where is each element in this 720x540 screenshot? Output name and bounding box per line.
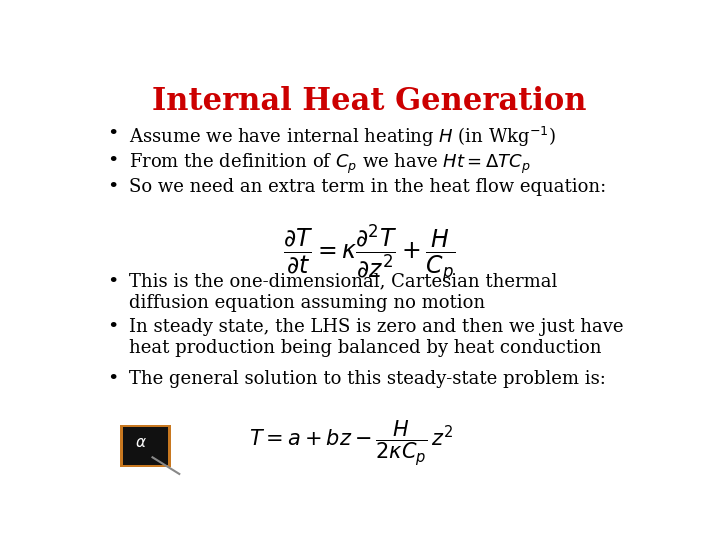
Text: Assume we have internal heating $\mathit{H}$ (in Wkg$^{-1}$): Assume we have internal heating $\mathit… (129, 125, 556, 149)
Text: •: • (107, 273, 118, 291)
Text: $\alpha$: $\alpha$ (135, 436, 146, 450)
Text: •: • (107, 125, 118, 143)
Text: •: • (107, 319, 118, 336)
Text: This is the one-dimensional, Cartesian thermal
diffusion equation assuming no mo: This is the one-dimensional, Cartesian t… (129, 273, 557, 312)
FancyBboxPatch shape (124, 427, 168, 465)
Text: •: • (107, 152, 118, 170)
Text: So we need an extra term in the heat flow equation:: So we need an extra term in the heat flo… (129, 178, 606, 196)
Text: The general solution to this steady-state problem is:: The general solution to this steady-stat… (129, 370, 606, 388)
Text: From the definition of $C_p$ we have $\mathit{Ht}$$=$$\Delta T C_p$: From the definition of $C_p$ we have $\m… (129, 152, 531, 177)
Text: $T = a + bz - \dfrac{H}{2\kappa C_p}\, z^2$: $T = a + bz - \dfrac{H}{2\kappa C_p}\, z… (249, 418, 454, 468)
Text: •: • (107, 178, 118, 196)
FancyBboxPatch shape (120, 425, 171, 467)
Text: In steady state, the LHS is zero and then we just have
heat production being bal: In steady state, the LHS is zero and the… (129, 319, 624, 357)
Text: $\dfrac{\partial T}{\partial t} = \kappa\dfrac{\partial^2 T}{\partial z^2} + \df: $\dfrac{\partial T}{\partial t} = \kappa… (283, 223, 455, 285)
Text: Internal Heat Generation: Internal Heat Generation (152, 85, 586, 117)
Text: •: • (107, 370, 118, 388)
